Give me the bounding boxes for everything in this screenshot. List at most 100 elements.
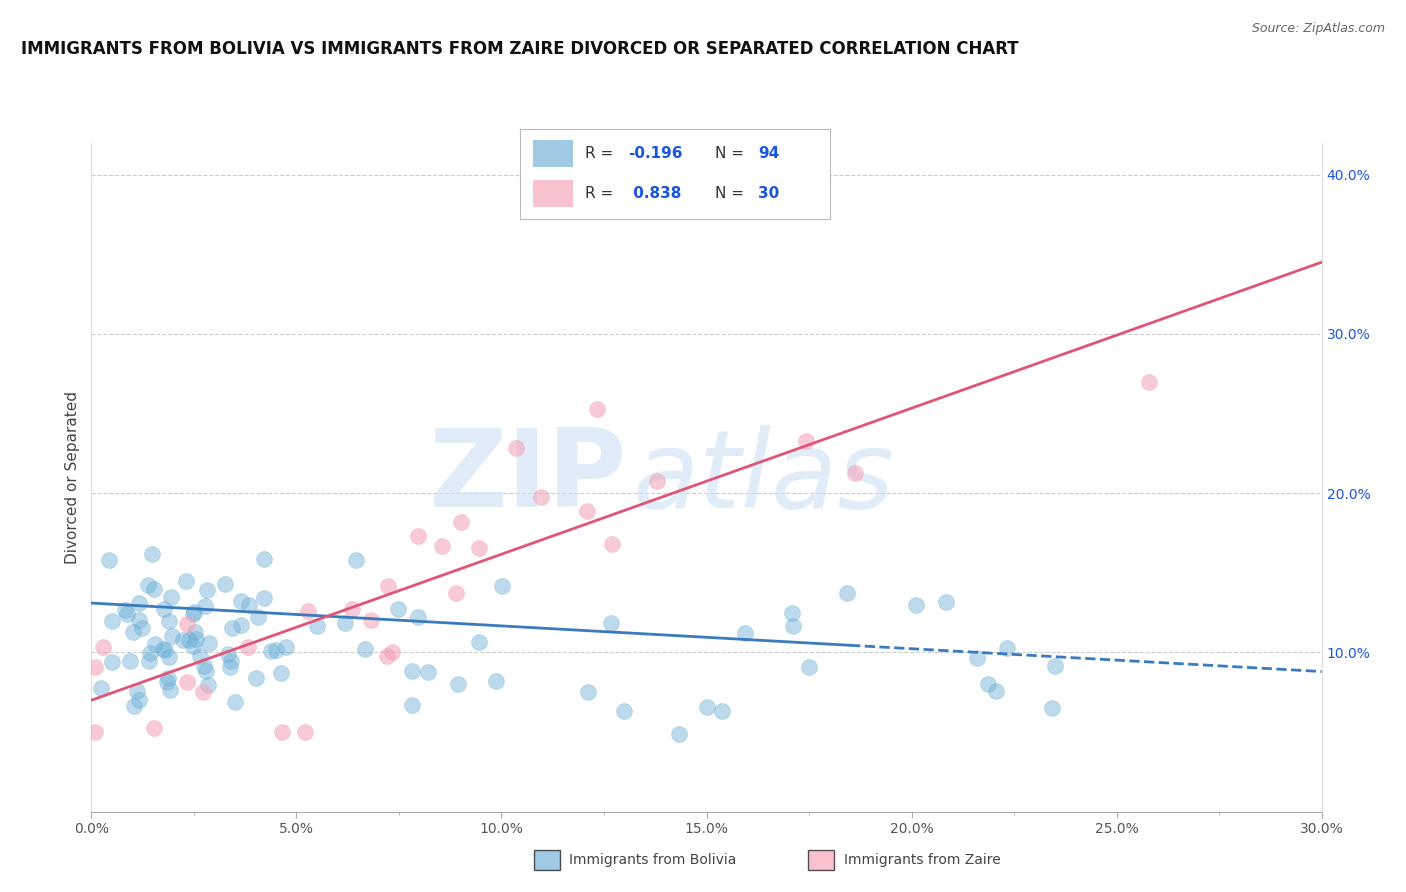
Point bbox=[668, 727, 690, 741]
Point bbox=[197, 678, 219, 692]
Point bbox=[600, 615, 623, 630]
Point bbox=[416, 665, 439, 680]
Point bbox=[195, 583, 218, 598]
Point bbox=[794, 434, 817, 448]
Point bbox=[260, 644, 283, 658]
Point bbox=[181, 639, 204, 653]
Point bbox=[229, 618, 252, 632]
Point bbox=[224, 694, 246, 708]
Point bbox=[84, 659, 107, 673]
Text: Source: ZipAtlas.com: Source: ZipAtlas.com bbox=[1251, 22, 1385, 36]
Text: ZIP: ZIP bbox=[427, 425, 627, 530]
Point bbox=[406, 529, 429, 543]
Point bbox=[696, 700, 718, 714]
Text: R =: R = bbox=[585, 186, 619, 201]
Point bbox=[401, 698, 423, 713]
Point bbox=[710, 704, 733, 718]
Point bbox=[447, 677, 470, 691]
Point bbox=[218, 660, 240, 674]
Text: Immigrants from Zaire: Immigrants from Zaire bbox=[844, 853, 1000, 867]
Point bbox=[221, 621, 243, 635]
Point bbox=[122, 624, 145, 639]
Point bbox=[131, 621, 153, 635]
Point bbox=[270, 725, 292, 739]
Point bbox=[194, 599, 217, 613]
Point bbox=[142, 582, 165, 597]
Point bbox=[238, 640, 260, 655]
Text: R =: R = bbox=[585, 146, 619, 161]
Point bbox=[188, 649, 211, 664]
Point bbox=[799, 659, 821, 673]
Point bbox=[183, 625, 205, 640]
Point bbox=[333, 616, 356, 631]
Point bbox=[181, 607, 204, 621]
Point bbox=[1043, 658, 1066, 673]
Point bbox=[485, 673, 508, 688]
Point bbox=[375, 648, 398, 663]
Point bbox=[505, 441, 527, 455]
Point bbox=[114, 602, 136, 616]
Text: atlas: atlas bbox=[633, 425, 894, 530]
Point bbox=[128, 613, 150, 627]
Text: 94: 94 bbox=[758, 146, 780, 161]
Point bbox=[837, 586, 859, 600]
Text: -0.196: -0.196 bbox=[628, 146, 683, 161]
Point bbox=[346, 553, 368, 567]
Point bbox=[360, 613, 382, 627]
Point bbox=[297, 604, 319, 618]
Point bbox=[645, 475, 668, 489]
Point bbox=[253, 591, 276, 606]
Bar bbox=[533, 140, 572, 167]
Point bbox=[238, 599, 260, 613]
Point bbox=[406, 610, 429, 624]
Text: 0.838: 0.838 bbox=[628, 186, 682, 201]
Point bbox=[153, 601, 176, 615]
Point bbox=[138, 654, 160, 668]
Point bbox=[157, 614, 180, 628]
Point bbox=[184, 632, 207, 647]
Point bbox=[294, 725, 316, 739]
Point bbox=[176, 616, 198, 631]
Point bbox=[491, 580, 513, 594]
Point bbox=[468, 634, 491, 648]
Point bbox=[115, 607, 138, 621]
Y-axis label: Divorced or Separated: Divorced or Separated bbox=[65, 391, 80, 564]
Point bbox=[354, 642, 377, 657]
Point bbox=[152, 642, 174, 657]
Point bbox=[84, 725, 107, 739]
Point bbox=[782, 619, 804, 633]
Point bbox=[198, 636, 221, 650]
Point bbox=[172, 632, 194, 647]
Point bbox=[193, 685, 215, 699]
Bar bbox=[533, 180, 572, 207]
Text: N =: N = bbox=[716, 186, 749, 201]
Point bbox=[124, 699, 146, 714]
Point bbox=[468, 541, 491, 555]
Point bbox=[904, 598, 927, 612]
Point bbox=[253, 552, 276, 566]
Point bbox=[444, 586, 467, 600]
Point bbox=[229, 594, 252, 608]
Point bbox=[381, 645, 404, 659]
Point bbox=[91, 640, 114, 654]
Point bbox=[118, 654, 141, 668]
Point bbox=[782, 606, 804, 620]
Point bbox=[984, 683, 1007, 698]
Point bbox=[844, 466, 866, 480]
Point bbox=[98, 553, 121, 567]
Point bbox=[214, 577, 236, 591]
Point bbox=[176, 674, 198, 689]
Point bbox=[128, 596, 150, 610]
Point bbox=[1040, 701, 1063, 715]
Point bbox=[125, 683, 148, 698]
Text: Immigrants from Bolivia: Immigrants from Bolivia bbox=[569, 853, 737, 867]
Point bbox=[159, 682, 181, 697]
Point bbox=[1137, 375, 1160, 389]
Point bbox=[575, 504, 598, 518]
Point bbox=[160, 629, 183, 643]
Point bbox=[586, 401, 609, 416]
Point bbox=[139, 646, 162, 660]
Point bbox=[530, 490, 553, 504]
Point bbox=[193, 658, 215, 673]
Point bbox=[143, 637, 166, 651]
